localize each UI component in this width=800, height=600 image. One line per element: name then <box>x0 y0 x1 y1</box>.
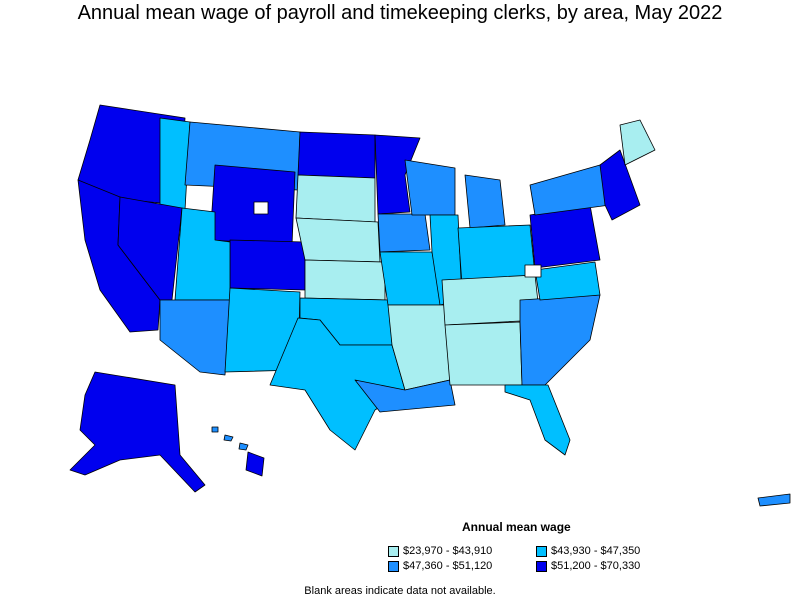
legend-swatch-1 <box>388 545 399 557</box>
legend-item-3: $47,360 - $51,120 <box>388 560 492 572</box>
region-new-england <box>599 149 641 221</box>
legend-title: Annual mean wage <box>462 520 571 534</box>
region-hawaii-3 <box>238 442 249 451</box>
region-colorado <box>229 239 306 291</box>
region-michigan <box>464 174 506 229</box>
region-maine <box>619 119 656 166</box>
legend-item-2: $43,930 - $47,350 <box>536 545 640 557</box>
legend-swatch-4 <box>536 560 547 572</box>
region-gulf-coast <box>354 379 456 413</box>
region-kansas <box>304 259 386 301</box>
footnote: Blank areas indicate data not available. <box>304 585 496 597</box>
region-hawaii-4 <box>245 451 265 477</box>
region-alaska <box>69 371 206 493</box>
legend-label-2: $43,930 - $47,350 <box>551 545 641 557</box>
region-minnesota <box>374 134 421 215</box>
legend-swatch-3 <box>388 560 399 572</box>
region-wisconsin <box>404 159 456 216</box>
map-title: Annual mean wage of payroll and timekeep… <box>77 2 723 24</box>
region-missouri <box>379 251 443 306</box>
region-virginia <box>534 261 601 301</box>
region-florida <box>504 384 571 456</box>
region-texas <box>269 317 406 451</box>
legend-swatch-2 <box>536 545 547 557</box>
region-blank-ohio <box>524 264 542 278</box>
region-north-dakota <box>297 131 376 179</box>
region-arizona <box>159 299 231 376</box>
region-hawaii-2 <box>223 434 234 442</box>
region-iowa <box>377 213 431 253</box>
region-puerto-rico <box>757 493 791 507</box>
legend-label-1: $23,970 - $43,910 <box>403 545 493 557</box>
region-wyoming <box>209 164 296 246</box>
region-new-york <box>529 164 611 216</box>
region-idaho <box>159 117 191 211</box>
region-nebraska <box>295 217 381 263</box>
region-south-dakota <box>295 174 376 223</box>
region-mississippi-alabama <box>444 321 523 386</box>
legend-item-1: $23,970 - $43,910 <box>388 545 492 557</box>
legend-label-3: $47,360 - $51,120 <box>403 560 493 572</box>
legend-item-4: $51,200 - $70,330 <box>536 560 640 572</box>
region-hawaii-1 <box>211 426 219 433</box>
region-georgia-carolinas <box>519 294 601 386</box>
region-blank-wyoming <box>253 201 269 215</box>
legend-label-4: $51,200 - $70,330 <box>551 560 641 572</box>
